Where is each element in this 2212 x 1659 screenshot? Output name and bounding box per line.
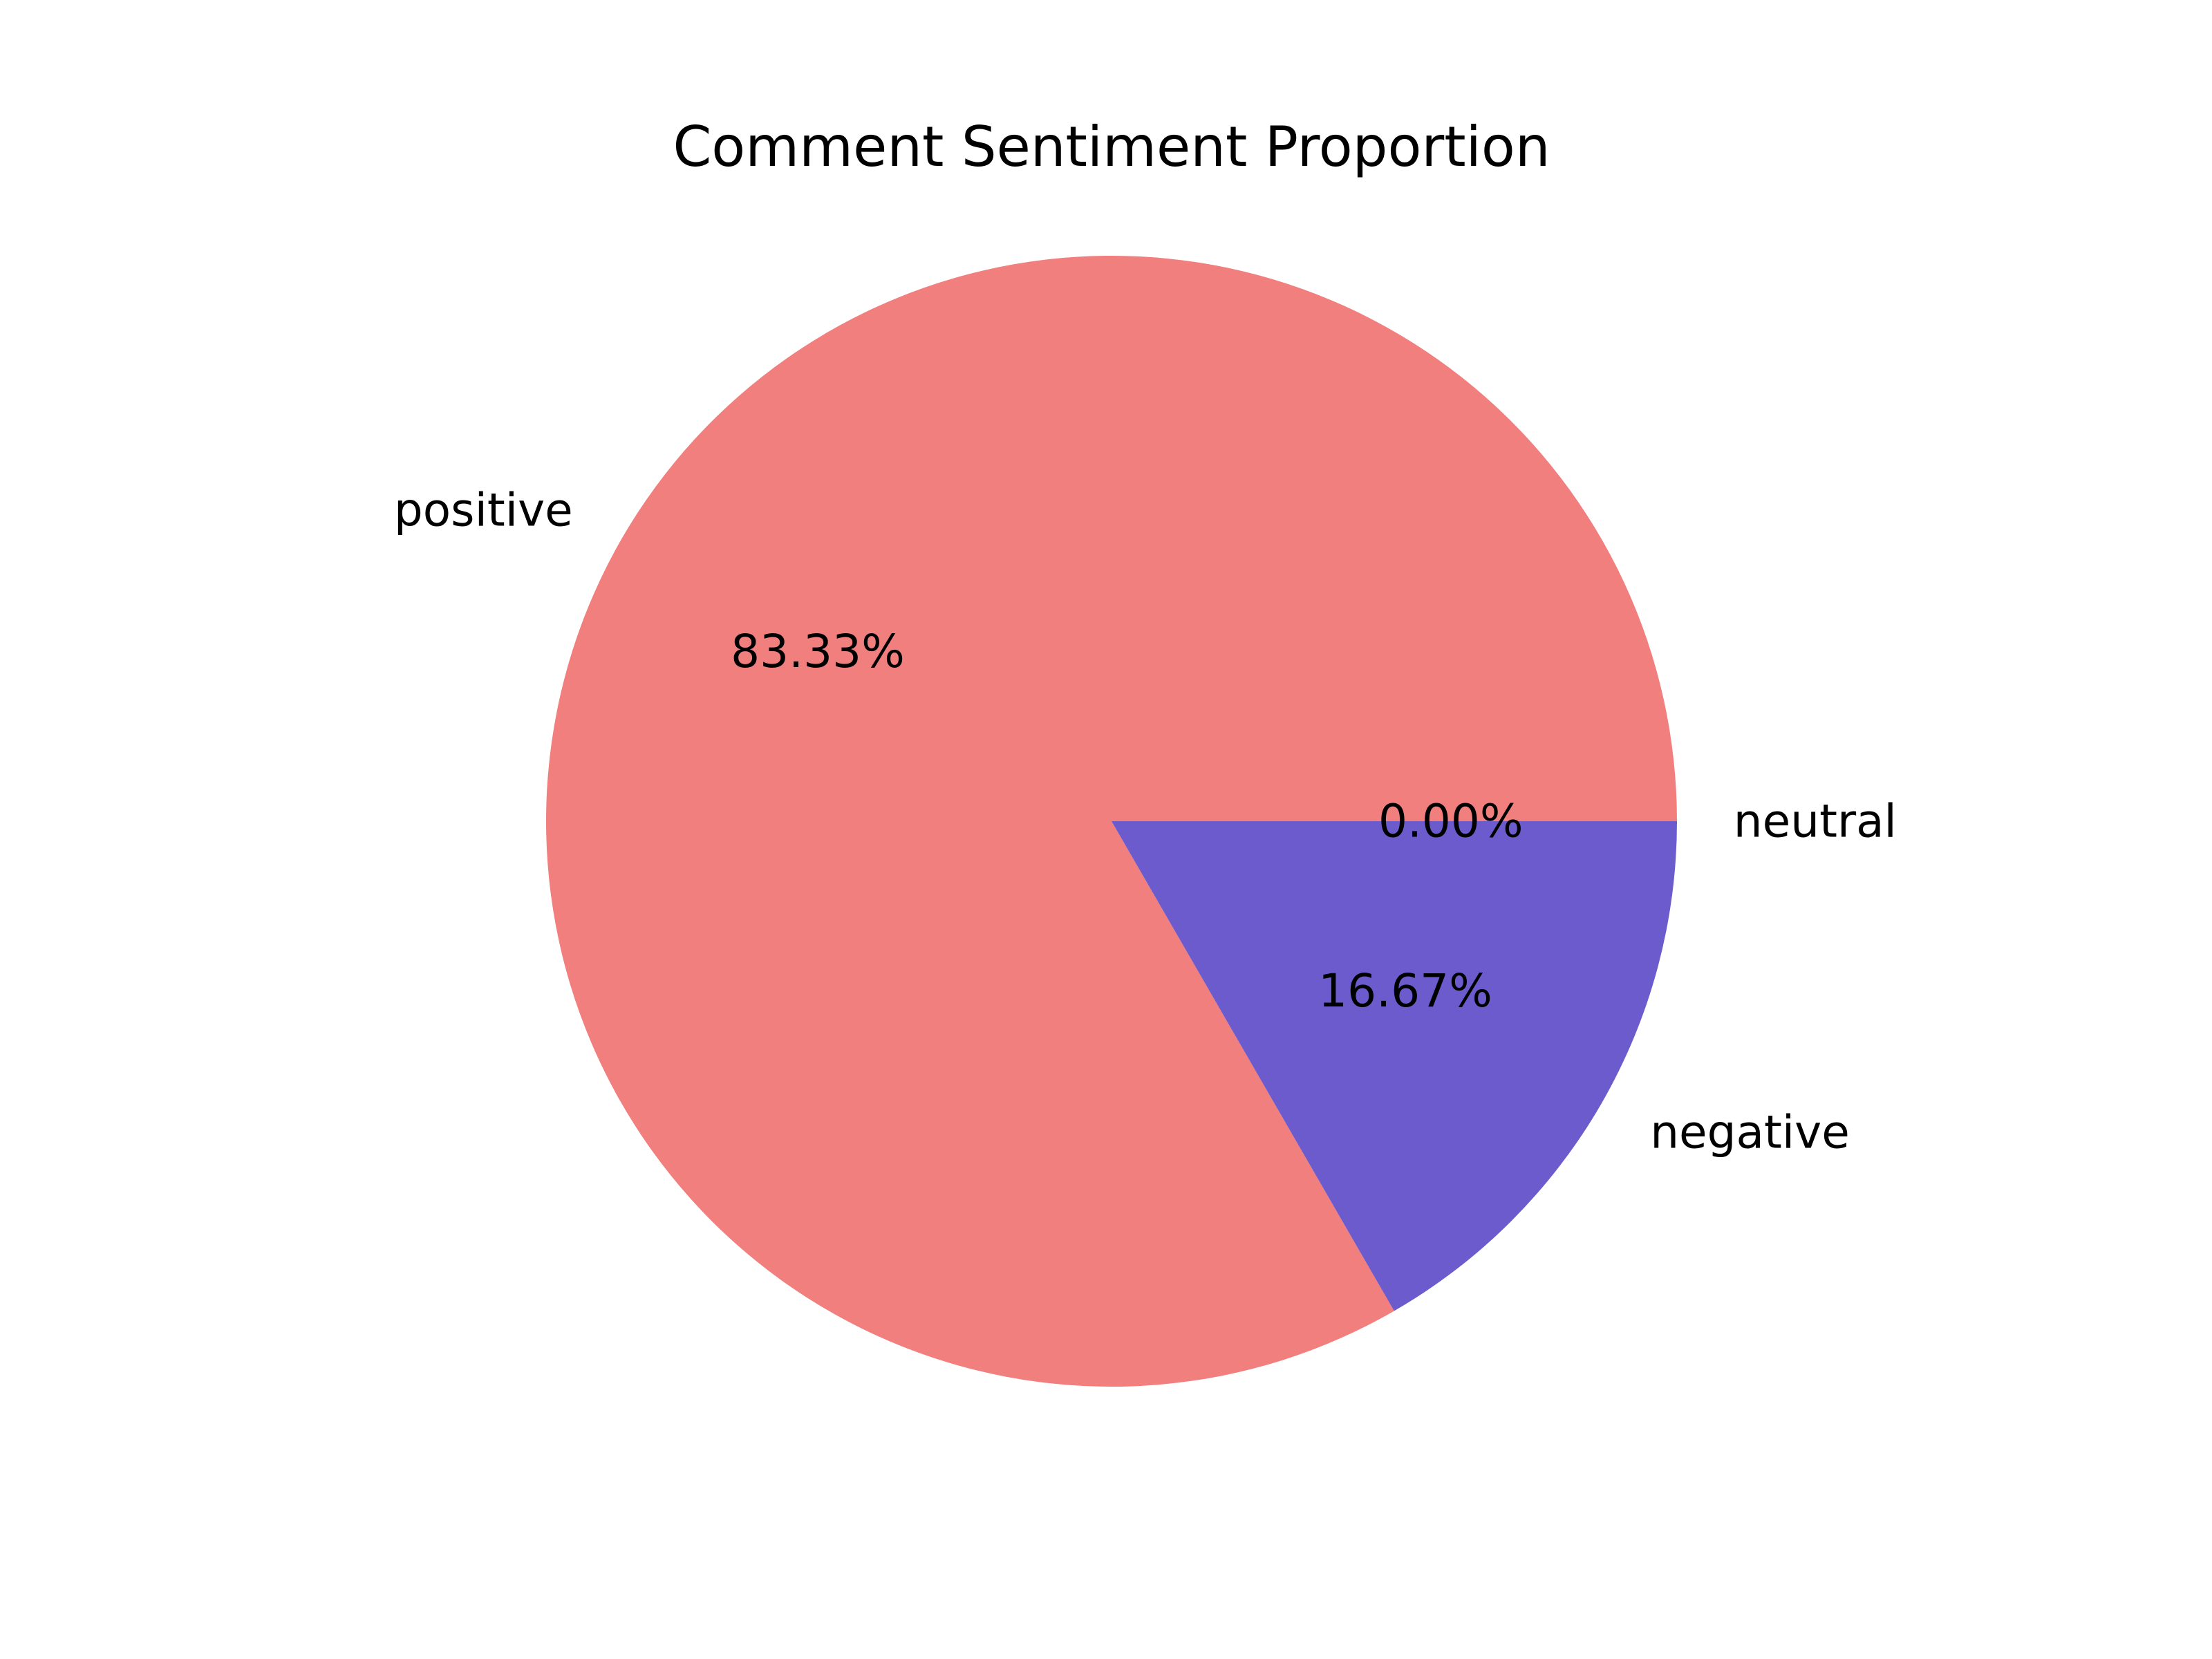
chart-title: Comment Sentiment Proportion <box>673 115 1550 179</box>
slice-label-positive: positive <box>394 484 573 537</box>
pie-labels: neutral 0.00% positive 83.33% negative 16.67% <box>394 484 1897 1159</box>
pct-label-positive: 83.33% <box>731 625 905 678</box>
slice-label-negative: negative <box>1650 1105 1850 1159</box>
pct-label-neutral: 0.00% <box>1378 795 1524 848</box>
pct-label-negative: 16.67% <box>1318 964 1492 1018</box>
slice-label-neutral: neutral <box>1734 795 1897 848</box>
pie-slices <box>546 255 1678 1387</box>
pie-slice-negative <box>1112 821 1677 1311</box>
